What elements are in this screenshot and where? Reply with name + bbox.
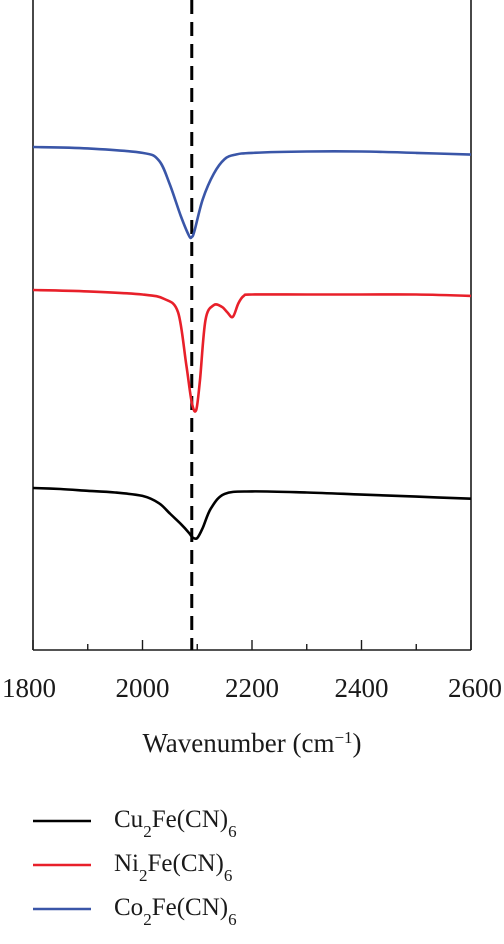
x-axis-title: Wavenumber (cm−1)	[142, 728, 361, 759]
x-tick-label: 2000	[116, 673, 170, 703]
x-tick-label: 2400	[335, 673, 389, 703]
legend-label: Ni2Fe(CN)6	[114, 850, 232, 885]
plot-frame	[32, 0, 472, 651]
x-tick-label: 2200	[225, 673, 279, 703]
x-axis-tick-labels: 1800 2000 2200 2400 2600	[2, 673, 502, 703]
x-tick-label: 2600	[448, 673, 502, 703]
x-axis-title-text: Wavenumber (cm	[142, 728, 334, 758]
legend-label: Cu2Fe(CN)6	[114, 806, 237, 841]
x-axis-title-close: )	[353, 728, 362, 758]
x-tick-label: 1800	[2, 673, 56, 703]
series-line-co	[32, 145, 472, 240]
x-axis-ticks	[32, 640, 472, 650]
series-line-cu	[32, 486, 472, 541]
series-line-ni	[32, 288, 472, 413]
legend: Cu2Fe(CN)6 Ni2Fe(CN)6 Co2Fe(CN)6	[33, 806, 237, 929]
series-layer	[32, 145, 472, 541]
legend-label: Co2Fe(CN)6	[114, 894, 237, 929]
x-axis-title-superscript: −1	[334, 728, 352, 747]
